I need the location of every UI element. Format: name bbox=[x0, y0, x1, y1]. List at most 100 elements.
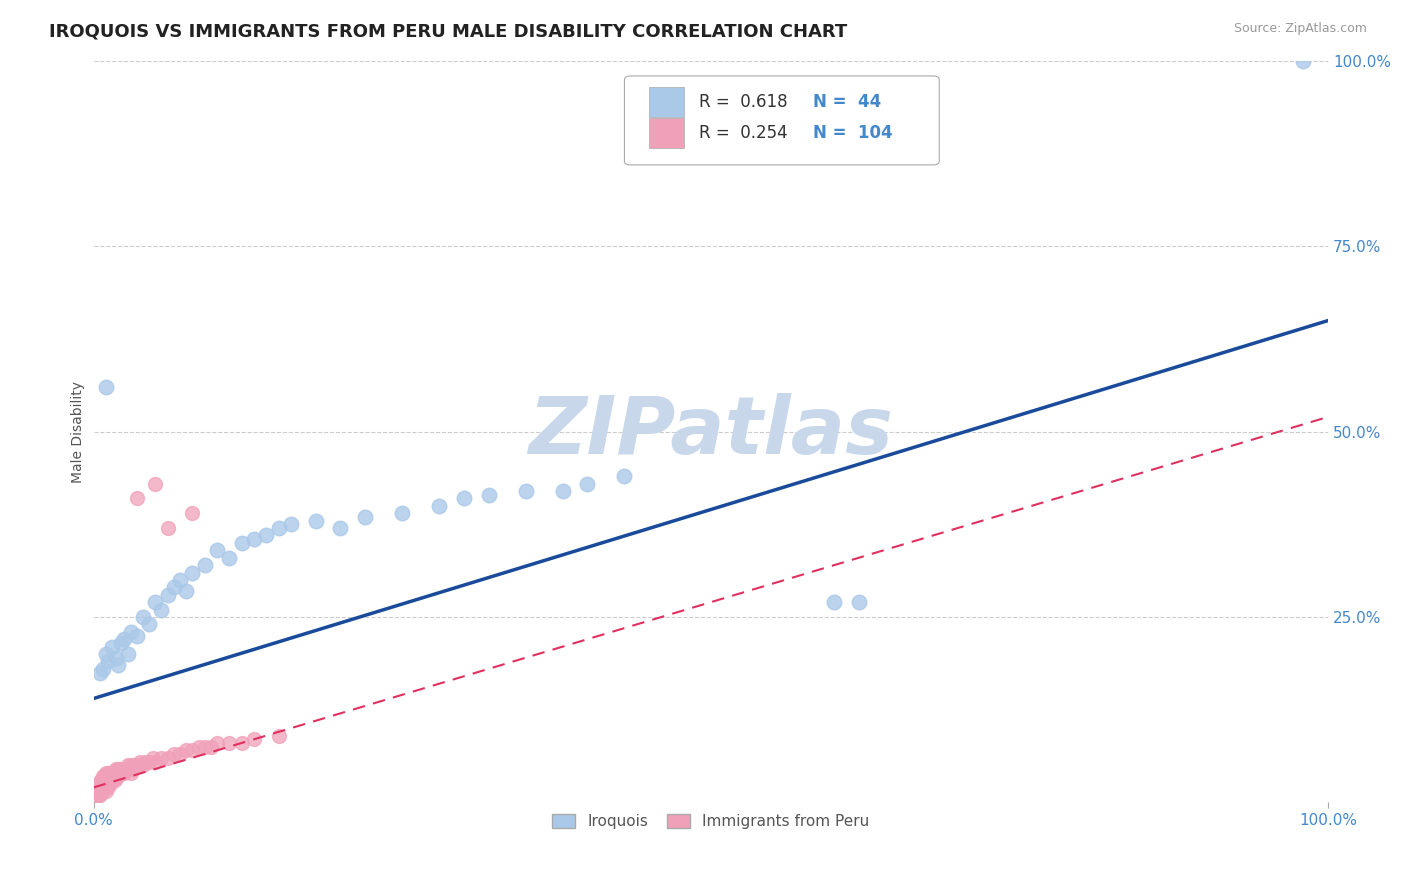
Point bbox=[117, 758, 139, 772]
Point bbox=[117, 647, 139, 661]
Point bbox=[97, 765, 120, 780]
Point bbox=[86, 777, 108, 791]
Point bbox=[83, 795, 105, 809]
Point bbox=[132, 610, 155, 624]
Point bbox=[243, 532, 266, 546]
Point bbox=[87, 788, 110, 802]
Point bbox=[150, 602, 173, 616]
Point bbox=[93, 769, 115, 783]
Point bbox=[125, 491, 148, 506]
Point bbox=[143, 476, 166, 491]
Point bbox=[115, 762, 138, 776]
Point bbox=[83, 795, 105, 809]
Point bbox=[305, 514, 328, 528]
Point bbox=[169, 573, 191, 587]
Point bbox=[169, 747, 191, 761]
Point bbox=[86, 788, 108, 802]
Point bbox=[205, 736, 228, 750]
Point bbox=[125, 758, 148, 772]
Point bbox=[100, 772, 122, 787]
Point bbox=[218, 550, 240, 565]
Point bbox=[83, 795, 105, 809]
Point bbox=[551, 483, 574, 498]
Point bbox=[107, 762, 129, 776]
Point bbox=[132, 758, 155, 772]
Point bbox=[280, 517, 302, 532]
Point bbox=[478, 488, 501, 502]
Point bbox=[143, 755, 166, 769]
Text: Source: ZipAtlas.com: Source: ZipAtlas.com bbox=[1233, 22, 1367, 36]
Point bbox=[329, 521, 352, 535]
Point bbox=[103, 772, 125, 787]
Point bbox=[200, 739, 222, 754]
Point bbox=[94, 765, 117, 780]
Point bbox=[243, 732, 266, 747]
Point bbox=[101, 772, 124, 787]
Point bbox=[87, 784, 110, 798]
Legend: Iroquois, Immigrants from Peru: Iroquois, Immigrants from Peru bbox=[547, 808, 876, 836]
Point bbox=[91, 772, 114, 787]
Point bbox=[354, 510, 377, 524]
Point bbox=[107, 769, 129, 783]
Point bbox=[613, 469, 636, 483]
Point bbox=[83, 795, 105, 809]
Point bbox=[111, 765, 134, 780]
Point bbox=[83, 795, 105, 809]
Point bbox=[83, 795, 105, 809]
Point bbox=[94, 784, 117, 798]
Text: N =  104: N = 104 bbox=[813, 124, 893, 142]
Point bbox=[97, 780, 120, 795]
Point bbox=[83, 795, 105, 809]
Point bbox=[120, 758, 142, 772]
Point bbox=[391, 506, 413, 520]
Point bbox=[181, 743, 204, 757]
Point bbox=[93, 780, 115, 795]
Point bbox=[110, 762, 132, 776]
Point bbox=[823, 595, 845, 609]
Point bbox=[91, 780, 114, 795]
Point bbox=[89, 665, 111, 680]
Point bbox=[110, 636, 132, 650]
Point bbox=[89, 777, 111, 791]
Point bbox=[267, 729, 290, 743]
FancyBboxPatch shape bbox=[650, 87, 683, 117]
Point bbox=[125, 628, 148, 642]
Point bbox=[97, 655, 120, 669]
Point bbox=[848, 595, 870, 609]
Point bbox=[129, 755, 152, 769]
Point bbox=[83, 795, 105, 809]
Point bbox=[124, 758, 146, 772]
Point bbox=[89, 780, 111, 795]
Point bbox=[83, 795, 105, 809]
Point bbox=[143, 595, 166, 609]
Point bbox=[83, 795, 105, 809]
Point bbox=[267, 521, 290, 535]
Point bbox=[427, 499, 450, 513]
Point bbox=[94, 780, 117, 795]
Point bbox=[90, 772, 112, 787]
Point bbox=[91, 784, 114, 798]
Point bbox=[83, 795, 105, 809]
Point bbox=[101, 640, 124, 654]
Point bbox=[174, 584, 197, 599]
FancyBboxPatch shape bbox=[650, 119, 683, 148]
Point bbox=[104, 762, 127, 776]
Point bbox=[83, 795, 105, 809]
Point bbox=[103, 765, 125, 780]
Point bbox=[515, 483, 537, 498]
Point bbox=[104, 650, 127, 665]
Point bbox=[205, 543, 228, 558]
Point bbox=[174, 743, 197, 757]
Point bbox=[93, 780, 115, 795]
Point bbox=[134, 755, 156, 769]
Point bbox=[138, 617, 160, 632]
Point bbox=[83, 795, 105, 809]
Point bbox=[254, 528, 277, 542]
Point bbox=[96, 769, 118, 783]
Point bbox=[83, 795, 105, 809]
Point bbox=[83, 795, 105, 809]
Point bbox=[83, 795, 105, 809]
Point bbox=[112, 762, 135, 776]
Point bbox=[194, 739, 217, 754]
Point bbox=[114, 765, 136, 780]
